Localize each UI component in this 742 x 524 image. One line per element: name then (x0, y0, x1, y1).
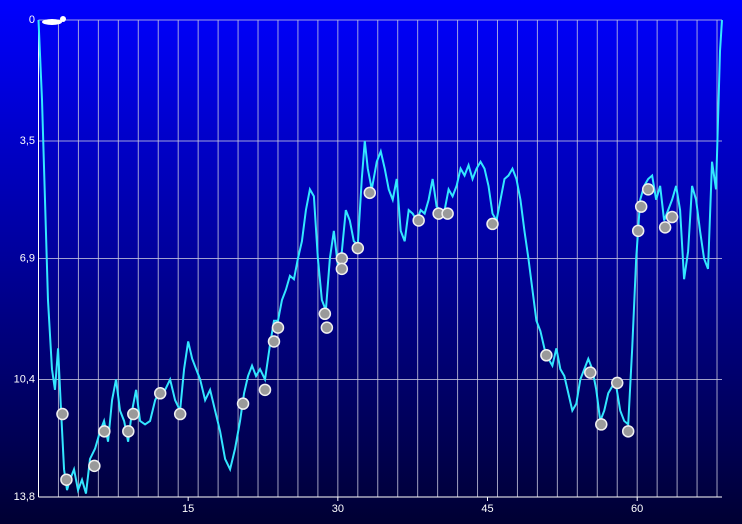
x-tick-label: 15 (182, 503, 194, 515)
event-marker (641, 183, 655, 196)
y-tick-label: 10,4 (14, 373, 35, 385)
x-tick-label: 45 (481, 503, 493, 515)
event-marker (271, 321, 285, 334)
event-marker (595, 418, 608, 431)
event-marker (127, 407, 140, 421)
event-marker (173, 407, 187, 421)
event-marker (584, 366, 597, 379)
event-marker (60, 473, 73, 486)
event-marker (351, 241, 365, 255)
event-marker (335, 252, 349, 265)
event-marker (98, 425, 111, 438)
event-marker (320, 321, 334, 334)
event-marker (335, 262, 349, 276)
event-marker (153, 387, 167, 400)
x-tick-label: 30 (332, 503, 344, 515)
event-marker (258, 383, 272, 397)
depth-line (37, 19, 723, 494)
y-tick-label: 13,8 (14, 491, 35, 503)
event-marker (88, 459, 101, 473)
event-marker (441, 207, 454, 220)
event-marker (363, 186, 377, 200)
event-marker (486, 217, 499, 231)
event-marker (56, 407, 69, 421)
event-marker (122, 425, 135, 438)
event-marker (318, 307, 332, 321)
y-tick-label: 0 (29, 14, 35, 26)
y-tick-label: 3,5 (20, 135, 35, 147)
event-marker (610, 376, 624, 390)
event-marker (540, 349, 553, 362)
x-tick-label: 60 (631, 503, 643, 515)
event-marker (665, 210, 679, 224)
event-marker (412, 214, 425, 227)
event-marker (621, 425, 635, 438)
event-marker (236, 397, 250, 410)
diver-icon (42, 16, 66, 25)
y-tick-label: 6,9 (20, 252, 35, 264)
event-marker (658, 221, 672, 234)
event-marker (267, 335, 281, 348)
event-marker (631, 224, 645, 238)
event-marker (634, 200, 648, 213)
